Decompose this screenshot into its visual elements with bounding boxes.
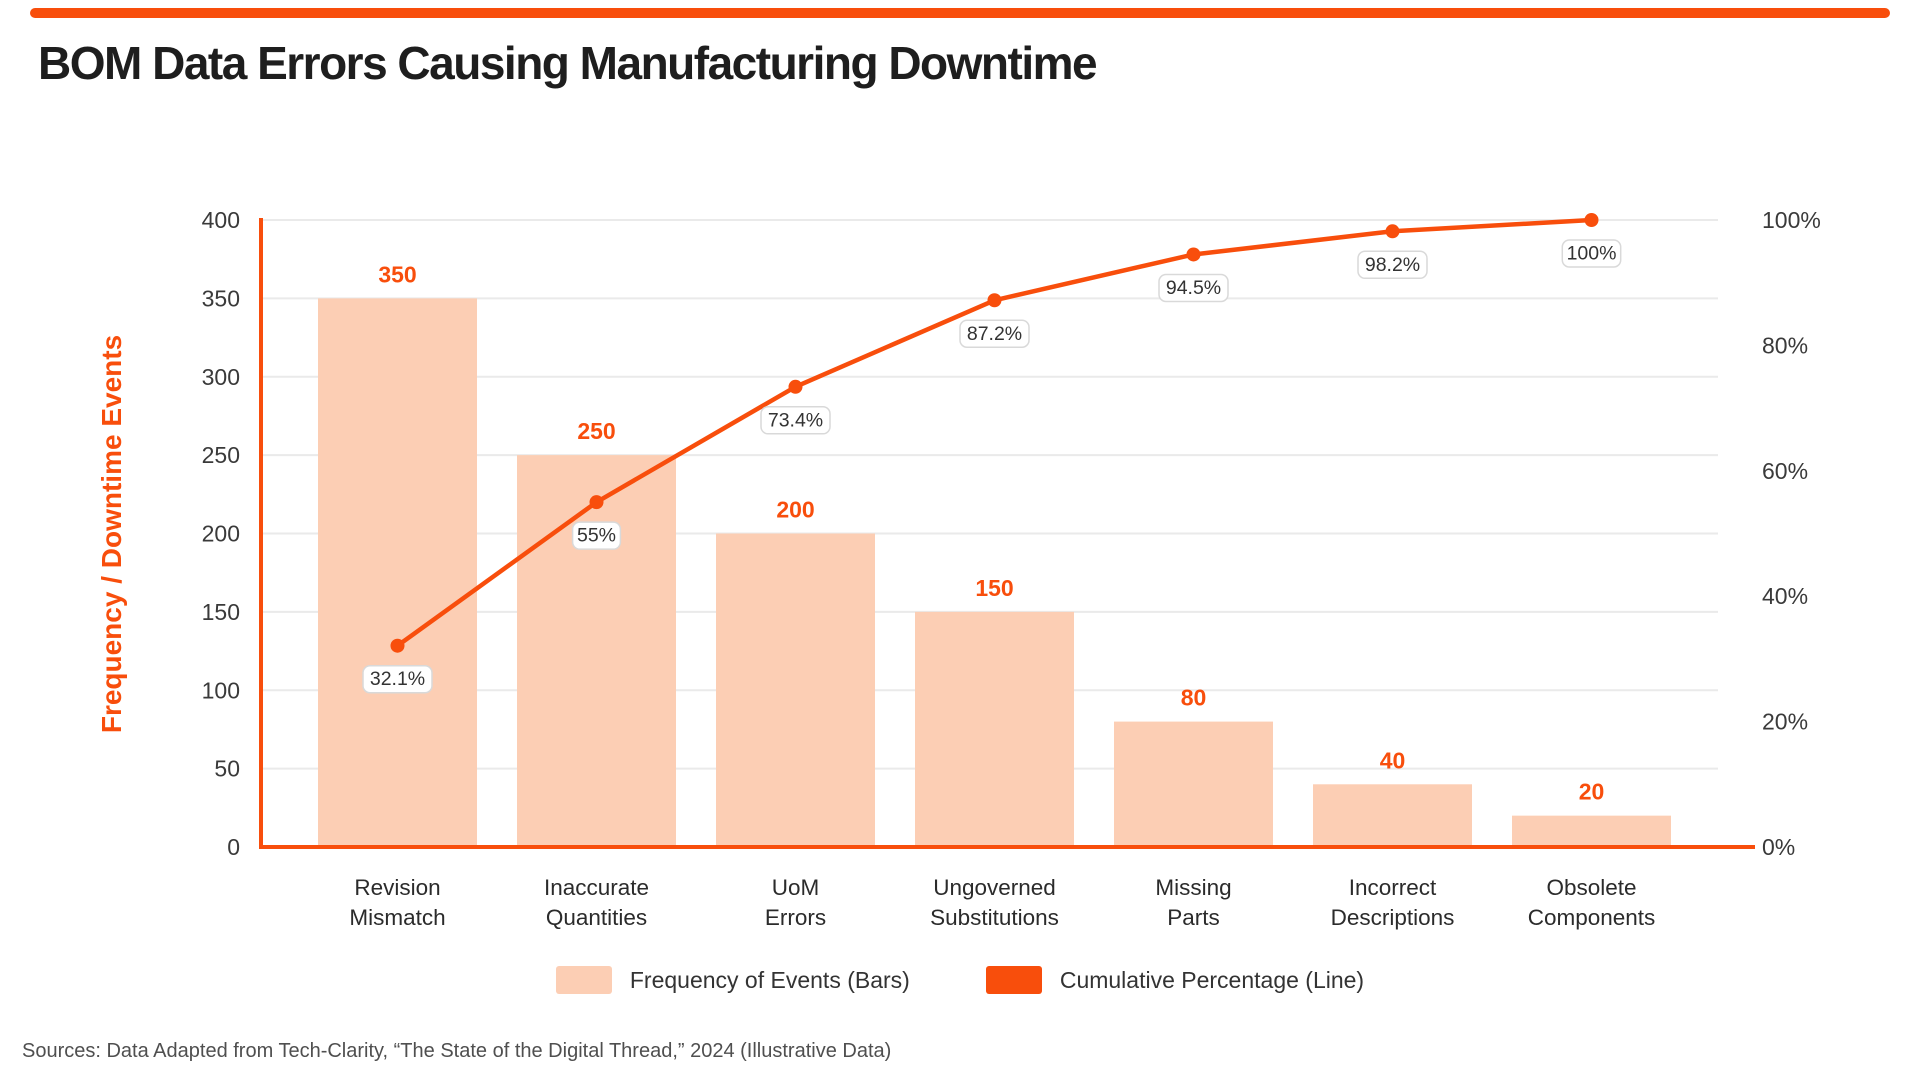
category-label: Ungoverned Substitutions — [930, 875, 1059, 930]
cumulative-point-label-box — [1561, 239, 1622, 268]
tick-label-right: 0% — [1762, 834, 1795, 860]
bar-value-label: 20 — [1579, 779, 1605, 805]
tick-label-left: 200 — [202, 521, 240, 547]
top-accent-bar — [30, 8, 1890, 18]
source-note: Sources: Data Adapted from Tech-Clarity,… — [22, 1040, 892, 1062]
cumulative-point-label: 98.2% — [1365, 254, 1420, 276]
bar — [915, 611, 1074, 847]
tick-label-left: 0 — [227, 834, 240, 860]
cumulative-point-label-box — [959, 319, 1030, 349]
cumulative-point-label-box — [760, 406, 831, 435]
tick-label-left: 250 — [202, 442, 240, 468]
bar-value-label: 250 — [577, 418, 615, 444]
category-label: Obsolete Components — [1528, 875, 1656, 930]
tick-label-left: 50 — [214, 756, 240, 782]
y-axis-line — [259, 218, 263, 849]
cumulative-marker — [1186, 247, 1201, 262]
bar — [517, 455, 676, 847]
cumulative-marker — [1385, 224, 1400, 239]
cumulative-point-label: 55% — [577, 525, 616, 547]
category-label: Revision Mismatch — [349, 875, 445, 930]
bar — [1512, 815, 1671, 847]
tick-label-right: 80% — [1762, 332, 1808, 358]
cumulative-marker — [390, 638, 405, 653]
bar-value-label: 40 — [1380, 747, 1406, 773]
category-label: Incorrect Descriptions — [1331, 875, 1455, 930]
cumulative-point-label-box — [1158, 273, 1229, 303]
cumulative-marker — [987, 293, 1002, 308]
x-axis-line — [259, 845, 1755, 849]
category-label: UoM Errors — [765, 875, 826, 930]
category-label: Missing Parts — [1155, 875, 1231, 930]
bar-value-label: 150 — [975, 575, 1013, 601]
bar — [716, 533, 875, 847]
legend-item-cumulative: Cumulative Percentage (Line) — [985, 966, 1365, 994]
tick-label-left: 300 — [202, 364, 240, 390]
legend-label-cumulative: Cumulative Percentage (Line) — [1059, 966, 1365, 993]
line-series-swatch — [985, 966, 1042, 994]
tick-label-left: 150 — [202, 599, 240, 625]
legend-label-frequency: Frequency of Events (Bars) — [629, 966, 910, 993]
bar — [318, 298, 477, 847]
bar — [1114, 721, 1273, 847]
cumulative-point-label-box — [1357, 250, 1428, 280]
category-label: Inaccurate Quantities — [544, 875, 649, 930]
tick-label-left: 100 — [202, 677, 240, 703]
cumulative-marker — [1584, 213, 1599, 227]
tick-label-right: 40% — [1762, 583, 1808, 609]
tick-label-right: 100% — [1762, 207, 1821, 233]
tick-label-right: 20% — [1762, 709, 1808, 735]
bar-value-label: 80 — [1181, 685, 1207, 711]
bar-series-swatch — [555, 966, 612, 994]
tick-label-left: 400 — [202, 207, 240, 233]
cumulative-marker — [788, 379, 803, 394]
bar-value-label: 350 — [378, 261, 416, 287]
cumulative-point-label-box — [571, 521, 622, 550]
cumulative-point-label: 73.4% — [768, 409, 823, 431]
legend: Frequency of Events (Bars) Cumulative Pe… — [0, 966, 1920, 994]
cumulative-point-label: 87.2% — [967, 323, 1022, 345]
cumulative-point-label: 32.1% — [370, 668, 425, 690]
bar — [1313, 784, 1472, 847]
bar-value-label: 200 — [776, 497, 814, 523]
tick-label-right: 60% — [1762, 458, 1808, 484]
tick-label-left: 350 — [202, 285, 240, 311]
cumulative-point-label-box — [362, 664, 433, 694]
cumulative-marker — [589, 495, 604, 510]
page-title: BOM Data Errors Causing Manufacturing Do… — [38, 37, 1098, 89]
cumulative-point-label: 94.5% — [1166, 277, 1221, 299]
legend-item-frequency: Frequency of Events (Bars) — [555, 966, 910, 994]
cumulative-point-label: 100% — [1567, 243, 1617, 265]
